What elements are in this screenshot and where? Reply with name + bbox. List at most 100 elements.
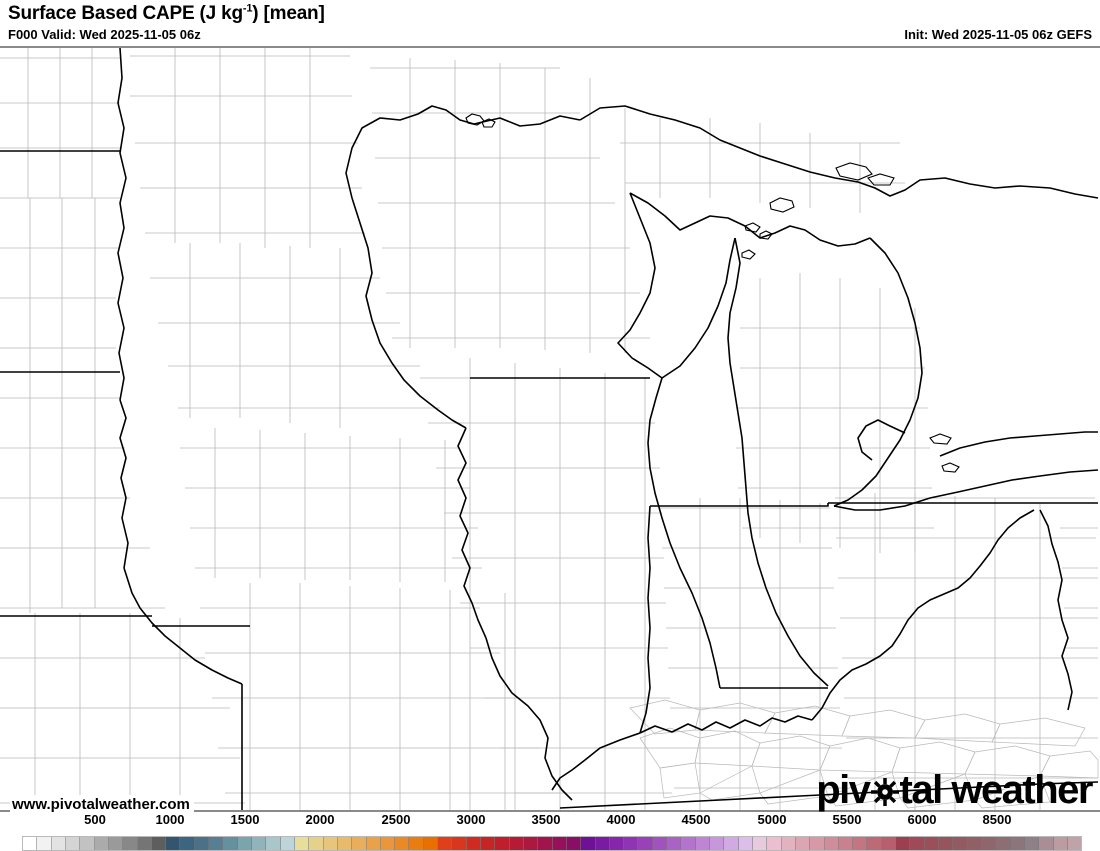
colorbar-swatch bbox=[180, 837, 195, 850]
colorbar-tick-labels: 500 1000 1500 2000 2500 3000 3500 4000 4500 5000 5… bbox=[0, 812, 1100, 830]
colorbar-swatch bbox=[252, 837, 267, 850]
colorbar-swatch bbox=[695, 837, 710, 850]
gear-icon bbox=[870, 771, 899, 806]
colorbar-swatch bbox=[624, 837, 639, 850]
colorbar-swatch bbox=[380, 837, 396, 850]
colorbar-swatch bbox=[495, 837, 510, 850]
colorbar-swatch bbox=[438, 837, 453, 850]
colorbar-swatch bbox=[223, 837, 238, 850]
colorbar-tick-label: 2500 bbox=[381, 812, 411, 827]
colorbar-swatch bbox=[123, 837, 138, 850]
colorbar-swatch bbox=[352, 837, 367, 850]
page-title-prefix: Surface Based CAPE (J kg bbox=[8, 3, 243, 24]
colorbar-swatch bbox=[609, 837, 625, 850]
colorbar-swatch bbox=[939, 837, 954, 850]
colorbar-tick-label: 2000 bbox=[305, 812, 335, 827]
colorbar-swatch bbox=[667, 837, 682, 850]
colorbar-swatch bbox=[94, 837, 109, 850]
page-title-superscript: -1 bbox=[242, 2, 253, 15]
colorbar-swatch bbox=[194, 837, 210, 850]
colorbar-swatch bbox=[151, 837, 167, 850]
colorbar-swatch bbox=[638, 837, 653, 850]
colorbar-tick-label: 1000 bbox=[155, 812, 185, 827]
colorbar-swatch bbox=[237, 837, 252, 850]
map-header: Surface Based CAPE (J kg-1) [mean] F000 … bbox=[0, 0, 1100, 46]
colorbar-tick-label: 3000 bbox=[456, 812, 486, 827]
colorbar-swatch bbox=[409, 837, 424, 850]
colorbar-gradient-strip bbox=[22, 836, 1082, 851]
colorbar-swatch bbox=[309, 837, 324, 850]
colorbar-swatch bbox=[953, 837, 968, 850]
colorbar-swatch bbox=[1024, 837, 1040, 850]
colorbar-swatch bbox=[80, 837, 95, 850]
colorbar-tick-label: 4500 bbox=[681, 812, 711, 827]
pivotal-weather-logo[interactable]: piv tal weather bbox=[816, 768, 1094, 812]
page-title: Surface Based CAPE (J kg-1) [mean] bbox=[8, 3, 325, 25]
colorbar-swatch bbox=[881, 837, 897, 850]
colorbar-swatch bbox=[710, 837, 725, 850]
county-boundaries bbox=[0, 48, 1099, 810]
page-title-suffix: ) [mean] bbox=[252, 3, 325, 24]
colorbar-swatch bbox=[37, 837, 52, 850]
lake-islands bbox=[465, 113, 960, 473]
colorbar-swatch bbox=[538, 837, 553, 850]
colorbar-tick-label: 500 bbox=[84, 812, 106, 827]
colorbar-swatch bbox=[423, 837, 439, 850]
colorbar-swatch bbox=[209, 837, 224, 850]
colorbar-swatch bbox=[981, 837, 997, 850]
colorbar-swatch bbox=[23, 837, 38, 850]
colorbar: 500 1000 1500 2000 2500 3000 3500 4000 4500 5000 5… bbox=[0, 812, 1100, 851]
colorbar-swatch bbox=[838, 837, 854, 850]
colorbar-tick-label: 8500 bbox=[982, 812, 1012, 827]
colorbar-swatch bbox=[481, 837, 496, 850]
colorbar-swatch bbox=[452, 837, 467, 850]
colorbar-swatch bbox=[996, 837, 1011, 850]
colorbar-swatch bbox=[108, 837, 124, 850]
colorbar-tick-label: 5500 bbox=[832, 812, 862, 827]
map-vector-layer bbox=[0, 48, 1100, 810]
colorbar-swatch bbox=[166, 837, 181, 850]
colorbar-swatch bbox=[366, 837, 381, 850]
colorbar-swatch bbox=[1053, 837, 1068, 850]
colorbar-swatch bbox=[910, 837, 925, 850]
colorbar-swatch bbox=[566, 837, 582, 850]
colorbar-swatch bbox=[724, 837, 739, 850]
state-boundaries bbox=[0, 48, 1099, 810]
colorbar-swatch bbox=[896, 837, 911, 850]
map-background bbox=[0, 48, 1100, 810]
colorbar-swatch bbox=[924, 837, 939, 850]
colorbar-swatch bbox=[853, 837, 868, 850]
colorbar-swatch bbox=[867, 837, 882, 850]
colorbar-swatch bbox=[1039, 837, 1054, 850]
colorbar-swatch bbox=[781, 837, 796, 850]
colorbar-swatch bbox=[395, 837, 410, 850]
colorbar-swatch bbox=[652, 837, 668, 850]
valid-time-label: F000 Valid: Wed 2025-11-05 06z bbox=[8, 27, 201, 42]
map-canvas[interactable] bbox=[0, 46, 1100, 812]
colorbar-swatch bbox=[466, 837, 481, 850]
colorbar-swatch bbox=[51, 837, 66, 850]
colorbar-swatch bbox=[1067, 837, 1082, 850]
colorbar-swatch bbox=[1010, 837, 1025, 850]
colorbar-swatch bbox=[323, 837, 338, 850]
colorbar-tick-label: 3500 bbox=[531, 812, 561, 827]
logo-text-right: tal weather bbox=[899, 768, 1094, 812]
colorbar-swatch bbox=[337, 837, 353, 850]
colorbar-swatch bbox=[967, 837, 982, 850]
colorbar-swatch bbox=[824, 837, 839, 850]
init-time-label: Init: Wed 2025-11-05 06z GEFS bbox=[904, 27, 1092, 42]
colorbar-swatch bbox=[137, 837, 152, 850]
site-url-label[interactable]: www.pivotalweather.com bbox=[10, 795, 194, 814]
colorbar-swatch bbox=[581, 837, 596, 850]
colorbar-tick-label: 5000 bbox=[757, 812, 787, 827]
colorbar-swatch bbox=[65, 837, 81, 850]
colorbar-swatch bbox=[523, 837, 539, 850]
colorbar-swatch bbox=[752, 837, 768, 850]
colorbar-swatch bbox=[681, 837, 696, 850]
colorbar-swatch bbox=[552, 837, 567, 850]
colorbar-swatch bbox=[266, 837, 281, 850]
colorbar-swatch bbox=[795, 837, 811, 850]
colorbar-swatch bbox=[810, 837, 825, 850]
colorbar-swatch bbox=[767, 837, 782, 850]
